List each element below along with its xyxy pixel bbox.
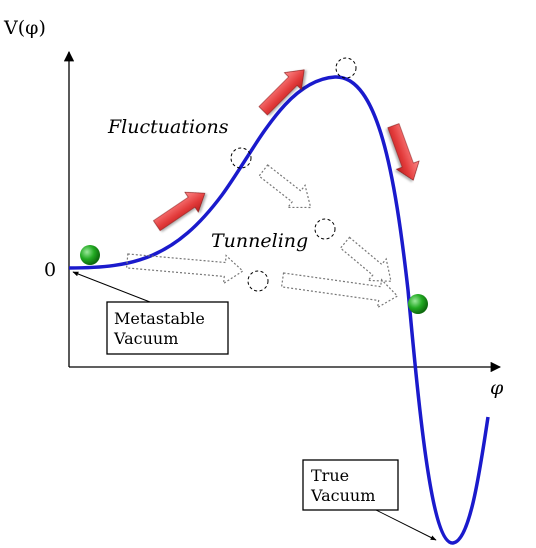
dashed-state-circle (247, 270, 269, 292)
dashed-state-circle (314, 218, 336, 240)
x-axis-label: φ (490, 377, 504, 399)
tunneling-arrow-1 (125, 253, 244, 285)
zero-tick-label: 0 (44, 259, 56, 281)
tunneling-arrow-4 (339, 236, 392, 282)
y-axis-label: V(φ) (3, 17, 46, 39)
dashed-state-circle (230, 147, 252, 169)
true-box-line1: True (311, 466, 349, 485)
fluctuation-arrow-2 (258, 69, 305, 116)
fluctuation-arrow-3 (387, 123, 420, 181)
metastable-ball (80, 245, 100, 265)
metastable-vacuum-box: Metastable Vacuum (106, 301, 229, 355)
dashed-state-circle (335, 57, 357, 79)
metastable-pointer (72, 271, 151, 303)
tunneling-label: Tunneling (211, 230, 308, 252)
true-vacuum-pointer (369, 506, 437, 541)
tunneling-arrow-3 (258, 164, 312, 209)
fluctuations-label: Fluctuations (107, 116, 229, 138)
true-vacuum-box: True Vacuum (302, 459, 399, 511)
tunneling-arrow-2 (280, 272, 399, 309)
true-box-line2: Vacuum (310, 486, 375, 505)
metastable-box-line2: Vacuum (113, 329, 178, 348)
fluctuation-arrow-1 (153, 191, 206, 232)
true-vacuum-ball (408, 294, 428, 314)
potential-curve (68, 75, 490, 545)
metastable-box-line1: Metastable (114, 309, 205, 328)
